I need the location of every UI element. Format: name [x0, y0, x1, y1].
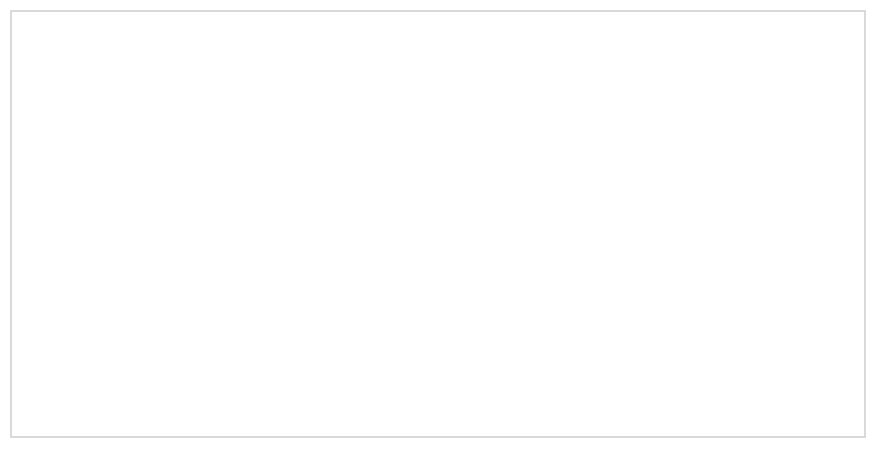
chart-border: [10, 10, 866, 438]
